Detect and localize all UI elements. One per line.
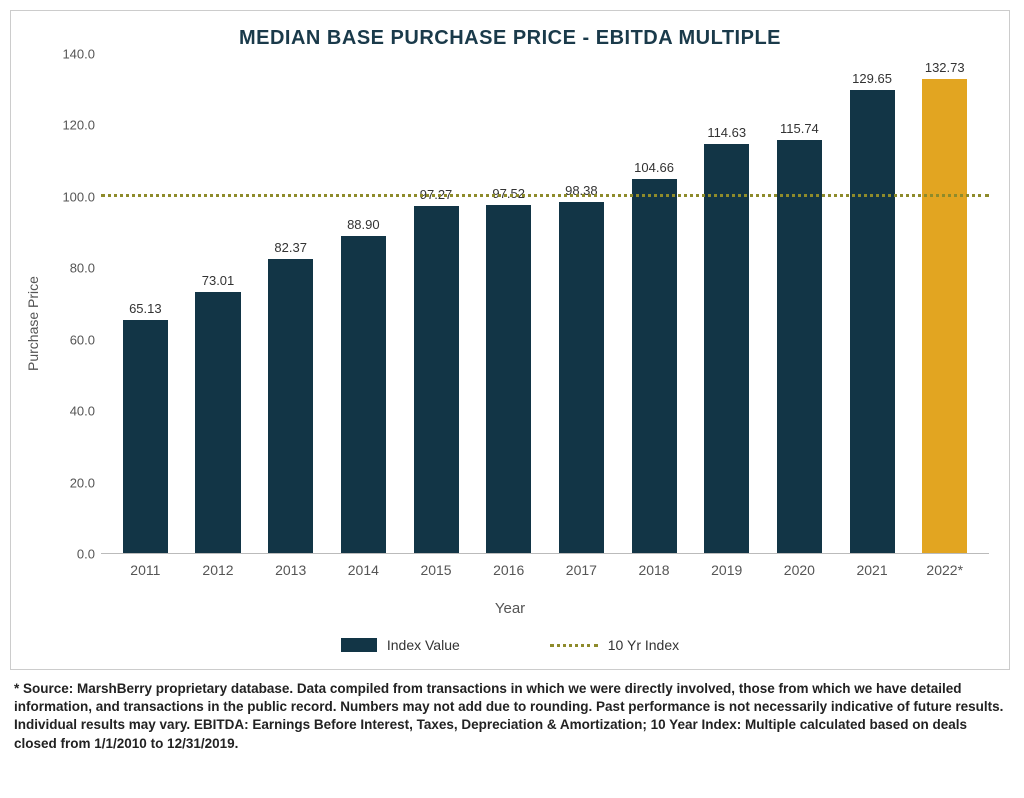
legend-item-series: Index Value xyxy=(341,637,460,653)
y-tick: 100.0 xyxy=(62,189,95,204)
bar-value-label: 132.73 xyxy=(925,60,965,75)
y-tick: 120.0 xyxy=(62,118,95,133)
y-tick: 20.0 xyxy=(70,475,95,490)
bar xyxy=(777,140,822,553)
bar-value-label: 115.74 xyxy=(780,121,819,136)
legend-swatch-series xyxy=(341,638,377,652)
bar xyxy=(268,259,313,553)
x-tick: 2011 xyxy=(109,554,182,594)
y-tick: 60.0 xyxy=(70,332,95,347)
bar-slot: 132.73 xyxy=(908,54,981,553)
y-axis-label: Purchase Price xyxy=(21,54,45,594)
bar-slot: 97.52 xyxy=(472,54,545,553)
y-tick: 140.0 xyxy=(62,47,95,62)
bar xyxy=(632,179,677,553)
x-tick: 2019 xyxy=(690,554,763,594)
x-tick: 2020 xyxy=(763,554,836,594)
bar-slot: 88.90 xyxy=(327,54,400,553)
bar xyxy=(414,206,459,553)
x-tick: 2015 xyxy=(400,554,473,594)
bar-slot: 73.01 xyxy=(182,54,255,553)
bar xyxy=(704,144,749,553)
legend: Index Value 10 Yr Index xyxy=(21,629,999,669)
bar-value-label: 88.90 xyxy=(347,217,380,232)
bar-value-label: 129.65 xyxy=(852,71,892,86)
legend-swatch-ref xyxy=(550,644,598,647)
x-axis-label: Year xyxy=(21,600,999,617)
bar-value-label: 104.66 xyxy=(634,160,674,175)
bar-slot: 98.38 xyxy=(545,54,618,553)
legend-label-ref: 10 Yr Index xyxy=(608,637,679,653)
bar xyxy=(850,90,895,553)
bar xyxy=(559,202,604,553)
bar-value-label: 114.63 xyxy=(707,125,746,140)
bar-value-label: 73.01 xyxy=(202,273,235,288)
chart-title: MEDIAN BASE PURCHASE PRICE - EBITDA MULT… xyxy=(21,27,999,50)
bar-value-label: 97.27 xyxy=(420,187,453,202)
bar xyxy=(486,205,531,553)
plot-area: 0.020.040.060.080.0100.0120.0140.0 65.13… xyxy=(51,54,989,594)
bar-value-label: 98.38 xyxy=(565,183,598,198)
bar-slot: 97.27 xyxy=(400,54,473,553)
bar-slot: 82.37 xyxy=(254,54,327,553)
plot-wrap: Purchase Price 0.0 20.0 40.0 60.0 80.0 100.0 1… xyxy=(21,54,999,594)
x-tick: 2018 xyxy=(618,554,691,594)
bar-slot: 114.63 xyxy=(690,54,763,553)
bar-slot: 65.13 xyxy=(109,54,182,553)
bar-value-label: 97.52 xyxy=(492,186,525,201)
x-tick: 2016 xyxy=(472,554,545,594)
bar xyxy=(341,236,386,554)
bar-slot: 104.66 xyxy=(618,54,691,553)
y-tick: 0.0 xyxy=(77,547,95,562)
x-tick: 2021 xyxy=(836,554,909,594)
y-axis: 0.020.040.060.080.0100.0120.0140.0 xyxy=(51,54,101,554)
bar xyxy=(195,292,240,553)
x-tick: 2017 xyxy=(545,554,618,594)
y-tick: 40.0 xyxy=(70,404,95,419)
bar-value-label: 65.13 xyxy=(129,301,162,316)
legend-item-ref: 10 Yr Index xyxy=(550,637,679,653)
bars-region: 65.13 73.01 82.37 88.90 97.27 97.52 98.38 104.6… xyxy=(101,54,989,554)
chart-container: MEDIAN BASE PURCHASE PRICE - EBITDA MULT… xyxy=(10,10,1010,670)
footnote: * Source: MarshBerry proprietary databas… xyxy=(10,670,1010,753)
legend-label-series: Index Value xyxy=(387,637,460,653)
x-tick: 2013 xyxy=(254,554,327,594)
y-tick: 80.0 xyxy=(70,261,95,276)
x-axis-ticks: 2011201220132014201520162017201820192020… xyxy=(101,554,989,594)
bar xyxy=(922,79,967,553)
x-tick: 2014 xyxy=(327,554,400,594)
bar-slot: 129.65 xyxy=(836,54,909,553)
bar xyxy=(123,320,168,553)
x-tick: 2012 xyxy=(182,554,255,594)
bar-slot: 115.74 xyxy=(763,54,836,553)
x-tick: 2022* xyxy=(908,554,981,594)
bar-value-label: 82.37 xyxy=(274,240,307,255)
